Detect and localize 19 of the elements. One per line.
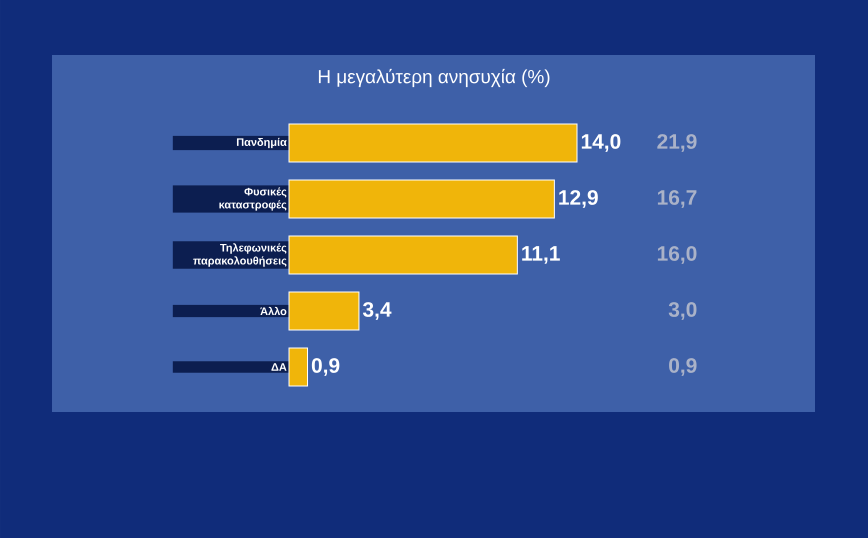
- data-label: 0,9: [312, 358, 340, 376]
- bar: [288, 123, 578, 162]
- y-tick-label: ΔΑ: [271, 363, 287, 371]
- data-label: 11,1: [522, 246, 560, 264]
- y-tick-label: Φυσικές καταστροφές: [219, 187, 286, 211]
- text: 3,0: [668, 302, 696, 320]
- data-label: 3,4: [362, 302, 392, 320]
- y-tick-label: Πανδημία: [236, 138, 287, 148]
- chart-title: Η μεγαλύτερη ανησυχία (%): [318, 68, 550, 88]
- text: 16,0: [658, 246, 696, 264]
- y-tick-label: Τηλεφωνικές παρακολουθήσεις: [193, 243, 286, 267]
- bar: [288, 347, 308, 386]
- text: 16,7: [658, 190, 696, 208]
- text: 0,9: [669, 358, 697, 376]
- y-tick-label: Άλλο: [260, 306, 286, 316]
- data-label: 14,0: [582, 134, 620, 152]
- bar: [288, 291, 360, 330]
- data-label: 12,9: [559, 190, 598, 208]
- text: 21,9: [657, 134, 697, 152]
